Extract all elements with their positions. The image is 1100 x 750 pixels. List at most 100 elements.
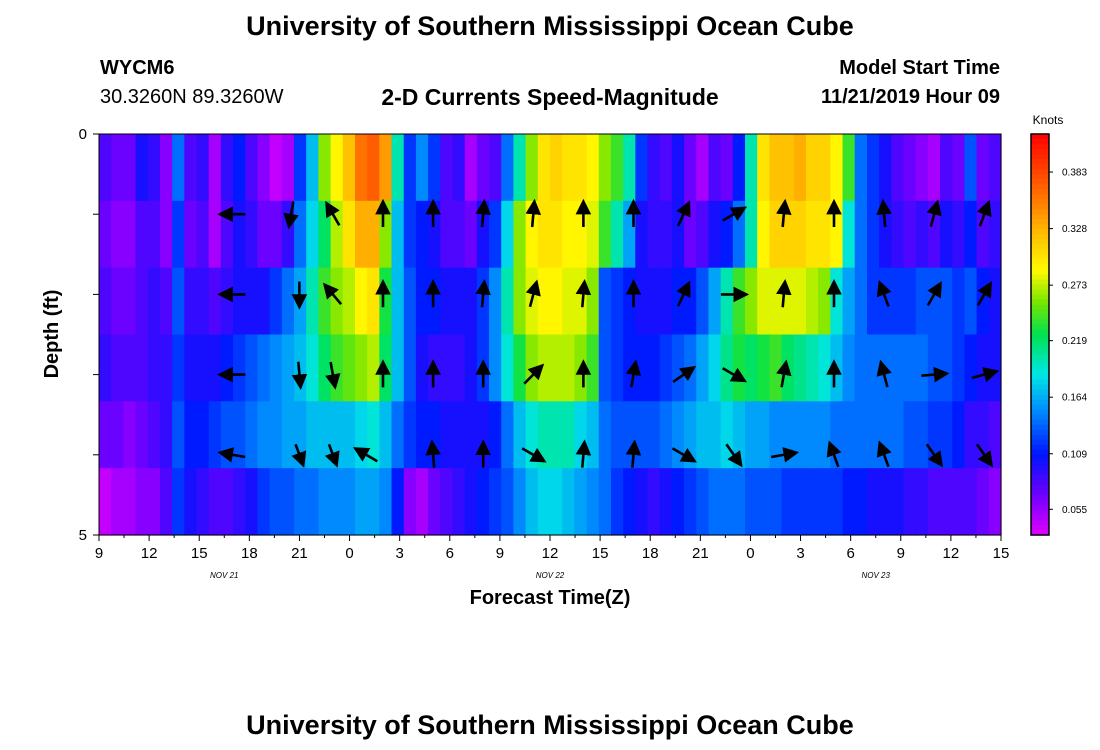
heatmap-cell (452, 334, 466, 402)
heatmap-cell (988, 334, 1002, 402)
current-vector (625, 439, 642, 468)
colorbar: 0.383 0.328 0.273 0.219 0.164 0.109 0.055 (1030, 133, 1087, 536)
current-vector (672, 365, 697, 383)
current-vector (525, 279, 541, 308)
heatmap-cell (940, 401, 953, 469)
heatmap-cell (428, 267, 441, 336)
heatmap-cell (330, 134, 344, 202)
heatmap-cell (988, 267, 1002, 336)
heatmap-cell (769, 401, 783, 469)
heatmap-cell (196, 267, 210, 336)
heatmap-cell (269, 468, 283, 536)
heatmap-cell (720, 134, 734, 202)
heatmap-cell (196, 468, 210, 536)
heatmap-cells (99, 134, 1002, 536)
heatmap-cell (915, 134, 929, 202)
colorbar-swatch (1031, 179, 1049, 185)
heatmap-cell (464, 468, 478, 536)
heatmap-cell (659, 334, 673, 402)
heatmap-cell (745, 134, 758, 202)
heatmap-cell (793, 134, 807, 202)
heatmap-cell (172, 134, 185, 202)
heatmap-cell (781, 468, 795, 536)
colorbar-swatch (1031, 494, 1049, 501)
heatmap-cell (842, 468, 856, 536)
heatmap-cell (159, 468, 173, 536)
current-vector (425, 439, 441, 468)
heatmap-cell (379, 200, 393, 269)
heatmap-cell (403, 401, 417, 469)
heatmap-cell (281, 134, 295, 202)
heatmap-cell (684, 267, 697, 336)
heatmap-cell (830, 334, 844, 402)
heatmap-cell (696, 134, 710, 202)
heatmap-cell (866, 200, 880, 269)
heatmap-cell (781, 134, 795, 202)
current-vector (925, 443, 943, 468)
heatmap-cell (172, 334, 185, 402)
heatmap-cell (659, 267, 673, 336)
heatmap-cell (464, 401, 478, 469)
heatmap-cell (245, 200, 259, 269)
heatmap-cell (684, 468, 697, 536)
colorbar-swatch (1031, 224, 1049, 230)
heatmap-cell (318, 134, 332, 202)
current-vector (976, 281, 992, 307)
heatmap-cell (415, 267, 429, 336)
heatmap-cell (586, 134, 600, 202)
heatmap-cell (306, 200, 320, 269)
heatmap-cell (269, 267, 283, 336)
heatmap-cell (659, 200, 673, 269)
x-tick-label: 9 (95, 545, 103, 562)
heatmap-cell (233, 468, 246, 536)
heatmap-cell (452, 134, 466, 202)
current-vector (324, 443, 340, 468)
heatmap-cell (866, 267, 880, 336)
heatmap-cell (854, 267, 868, 336)
heatmap-cell (428, 200, 441, 269)
colorbar-swatch (1031, 229, 1049, 235)
heatmap-cell (294, 200, 307, 269)
heatmap-cell (379, 468, 393, 536)
current-vector (325, 361, 341, 390)
colorbar-swatch (1031, 344, 1049, 351)
heatmap-cell (647, 267, 661, 336)
heatmap-cell (562, 401, 575, 469)
colorbar-label: 0.219 (1062, 336, 1087, 347)
heatmap-cell (550, 200, 563, 269)
colorbar-swatch (1031, 194, 1049, 200)
current-vector (876, 198, 892, 228)
heatmap-cell (903, 334, 917, 402)
heatmap-cell (769, 267, 783, 336)
heatmap-cell (671, 267, 685, 336)
colorbar-swatch (1031, 159, 1049, 165)
colorbar-swatch (1031, 529, 1049, 536)
heatmap-cell (452, 267, 466, 336)
heatmap-cell (671, 468, 685, 536)
heatmap-cell (379, 401, 393, 469)
colorbar-swatch (1031, 499, 1049, 506)
colorbar-swatch (1031, 239, 1049, 245)
current-vector (671, 447, 697, 463)
heatmap-cell (793, 401, 807, 469)
x-tick-label: 21 (692, 545, 709, 562)
heatmap-cell (159, 334, 173, 402)
colorbar-swatch (1031, 169, 1049, 175)
heatmap-cell (123, 267, 137, 336)
heatmap-cell (403, 267, 417, 336)
heatmap-cell (805, 401, 819, 469)
heatmap-cell (903, 134, 917, 202)
station-id: WYCM6 (100, 57, 175, 79)
heatmap-cell (952, 267, 966, 336)
colorbar-swatch (1031, 174, 1049, 180)
heatmap-cell (354, 468, 368, 536)
heatmap-cell (623, 134, 636, 202)
heatmap-cell (684, 200, 697, 269)
heatmap-cell (537, 200, 551, 269)
heatmap-cell (367, 468, 380, 536)
heatmap-cell (391, 401, 405, 469)
heatmap-cell (403, 334, 417, 402)
colorbar-swatch (1031, 149, 1049, 155)
heatmap-cell (550, 134, 563, 202)
heatmap-cell (598, 468, 612, 536)
